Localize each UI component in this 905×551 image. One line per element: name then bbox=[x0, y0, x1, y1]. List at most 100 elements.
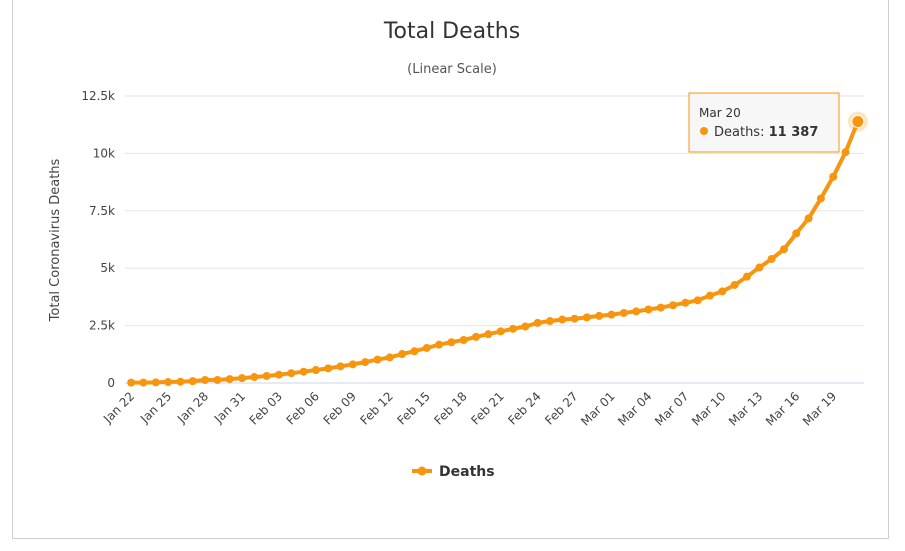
legend[interactable]: Deaths bbox=[412, 464, 495, 480]
data-point[interactable] bbox=[521, 322, 530, 331]
data-point[interactable] bbox=[718, 287, 727, 296]
tooltip-value-line: Deaths: 11 387 bbox=[714, 125, 818, 140]
data-point[interactable] bbox=[681, 298, 690, 307]
data-point[interactable] bbox=[336, 362, 345, 371]
data-point[interactable] bbox=[644, 305, 653, 314]
x-tick-label: Jan 25 bbox=[137, 389, 174, 426]
data-point[interactable] bbox=[459, 335, 468, 344]
data-point[interactable] bbox=[225, 375, 234, 384]
x-tick-label: Feb 27 bbox=[542, 389, 580, 427]
data-point[interactable] bbox=[348, 360, 357, 369]
data-point[interactable] bbox=[410, 347, 419, 356]
data-point[interactable] bbox=[164, 378, 173, 387]
data-point[interactable] bbox=[767, 254, 776, 263]
x-tick-label: Feb 18 bbox=[431, 389, 469, 427]
chart-title: Total Deaths bbox=[383, 19, 520, 44]
data-point[interactable] bbox=[262, 371, 271, 380]
y-tick-label: 10k bbox=[93, 146, 115, 160]
tooltip-date: Mar 20 bbox=[699, 106, 741, 120]
data-point[interactable] bbox=[151, 378, 160, 387]
data-point[interactable] bbox=[496, 327, 505, 336]
data-point[interactable] bbox=[435, 340, 444, 349]
y-tick-label: 5k bbox=[100, 261, 115, 275]
data-point[interactable] bbox=[311, 366, 320, 375]
tooltip: Mar 20 Deaths: 11 387 bbox=[688, 92, 840, 153]
y-tick-label: 0 bbox=[107, 376, 115, 390]
data-point[interactable] bbox=[804, 214, 813, 223]
data-point[interactable] bbox=[841, 148, 850, 157]
x-tick-label: Mar 16 bbox=[763, 389, 802, 428]
x-tick-label: Mar 01 bbox=[578, 389, 617, 428]
chart-frame bbox=[12, 0, 889, 539]
grid-lines bbox=[125, 95, 864, 327]
tooltip-box bbox=[688, 92, 840, 153]
y-tick-label: 12.5k bbox=[81, 89, 115, 103]
y-tick-label: 2.5k bbox=[89, 319, 115, 333]
highlighted-data-point[interactable] bbox=[851, 115, 865, 129]
data-point[interactable] bbox=[484, 330, 493, 339]
data-point[interactable] bbox=[127, 378, 136, 387]
x-tick-label: Feb 12 bbox=[358, 389, 396, 427]
data-point[interactable] bbox=[213, 375, 222, 384]
y-axis-title: Total Coronavirus Deaths bbox=[48, 158, 63, 322]
data-point[interactable] bbox=[274, 370, 283, 379]
data-point[interactable] bbox=[139, 378, 148, 387]
data-point[interactable] bbox=[595, 311, 604, 320]
data-point[interactable] bbox=[582, 313, 591, 322]
data-point[interactable] bbox=[816, 194, 825, 203]
x-tick-label: Mar 19 bbox=[800, 389, 839, 428]
data-point[interactable] bbox=[299, 367, 308, 376]
data-point[interactable] bbox=[545, 317, 554, 326]
y-axis-ticks: 0 2.5k 5k 7.5k 10k 12.5k bbox=[81, 89, 115, 390]
data-point[interactable] bbox=[742, 272, 751, 281]
data-point[interactable] bbox=[176, 377, 185, 386]
data-point[interactable] bbox=[693, 296, 702, 305]
tooltip-series-name: Deaths bbox=[714, 125, 760, 140]
series-deaths[interactable] bbox=[127, 111, 868, 387]
data-point[interactable] bbox=[373, 355, 382, 364]
x-tick-label: Feb 15 bbox=[394, 389, 432, 427]
x-tick-label: Jan 31 bbox=[211, 389, 248, 426]
data-point[interactable] bbox=[607, 310, 616, 319]
data-point[interactable] bbox=[447, 338, 456, 347]
x-tick-label: Feb 09 bbox=[321, 389, 359, 427]
x-tick-label: Mar 10 bbox=[689, 389, 728, 428]
data-point[interactable] bbox=[632, 307, 641, 316]
x-tick-label: Feb 24 bbox=[505, 389, 543, 427]
data-point[interactable] bbox=[188, 377, 197, 386]
data-point[interactable] bbox=[829, 172, 838, 181]
data-point[interactable] bbox=[287, 369, 296, 378]
tooltip-value: 11 387 bbox=[769, 125, 819, 140]
data-point[interactable] bbox=[570, 314, 579, 323]
x-tick-label: Feb 03 bbox=[247, 389, 285, 427]
data-point[interactable] bbox=[472, 332, 481, 341]
data-point[interactable] bbox=[656, 303, 665, 312]
data-point[interactable] bbox=[779, 245, 788, 254]
data-point[interactable] bbox=[706, 291, 715, 300]
data-point[interactable] bbox=[385, 353, 394, 362]
data-point[interactable] bbox=[792, 229, 801, 238]
data-point[interactable] bbox=[324, 364, 333, 373]
data-point[interactable] bbox=[619, 308, 628, 317]
data-point[interactable] bbox=[422, 343, 431, 352]
legend-label-deaths: Deaths bbox=[439, 464, 495, 480]
data-point[interactable] bbox=[201, 375, 210, 384]
data-point[interactable] bbox=[238, 374, 247, 383]
data-point[interactable] bbox=[508, 324, 517, 333]
y-tick-label: 7.5k bbox=[89, 204, 115, 218]
data-point[interactable] bbox=[755, 263, 764, 272]
data-point[interactable] bbox=[533, 318, 542, 327]
data-point[interactable] bbox=[361, 358, 370, 367]
legend-marker-swatch bbox=[417, 466, 427, 476]
chart-subtitle: (Linear Scale) bbox=[407, 62, 497, 77]
x-tick-label: Mar 04 bbox=[615, 389, 654, 428]
x-tick-label: Feb 21 bbox=[468, 389, 506, 427]
data-point[interactable] bbox=[558, 315, 567, 324]
data-point[interactable] bbox=[398, 350, 407, 359]
data-point[interactable] bbox=[250, 373, 259, 382]
tooltip-separator: : bbox=[760, 125, 769, 140]
data-point[interactable] bbox=[669, 301, 678, 310]
data-point[interactable] bbox=[730, 280, 739, 289]
